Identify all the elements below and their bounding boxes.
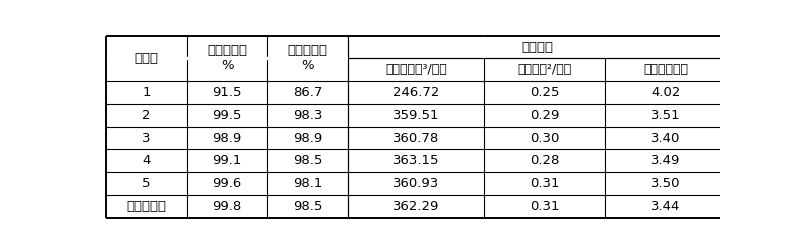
Text: 新鲜催化剂: 新鲜催化剂 xyxy=(126,200,166,213)
Text: 360.78: 360.78 xyxy=(393,131,439,145)
Text: 3: 3 xyxy=(142,131,150,145)
Text: 360.93: 360.93 xyxy=(393,177,439,190)
Text: 99.1: 99.1 xyxy=(213,154,242,167)
Text: 1: 1 xyxy=(142,86,150,99)
Text: 实施例: 实施例 xyxy=(134,52,158,65)
Text: 91.5: 91.5 xyxy=(212,86,242,99)
Text: 孔径（纳米）: 孔径（纳米） xyxy=(643,63,688,76)
Text: 0.31: 0.31 xyxy=(530,200,560,213)
Text: 99.6: 99.6 xyxy=(213,177,242,190)
Text: 363.15: 363.15 xyxy=(393,154,439,167)
Text: 98.1: 98.1 xyxy=(293,177,322,190)
Text: 3.44: 3.44 xyxy=(651,200,681,213)
Text: 0.31: 0.31 xyxy=(530,177,560,190)
Text: 98.5: 98.5 xyxy=(293,200,322,213)
Text: 0.25: 0.25 xyxy=(530,86,560,99)
Text: 0.28: 0.28 xyxy=(530,154,559,167)
Text: 5: 5 xyxy=(142,177,150,190)
Text: 乙醇转化率
%: 乙醇转化率 % xyxy=(207,44,247,72)
Text: 构织参数: 构织参数 xyxy=(521,41,553,54)
Text: 3.49: 3.49 xyxy=(651,154,681,167)
Text: 0.30: 0.30 xyxy=(530,131,559,145)
Text: 表面积（米³/克）: 表面积（米³/克） xyxy=(386,63,447,76)
Text: 362.29: 362.29 xyxy=(393,200,439,213)
Text: 2: 2 xyxy=(142,109,150,122)
Text: 99.5: 99.5 xyxy=(213,109,242,122)
Text: 孔容（米²/克）: 孔容（米²/克） xyxy=(518,63,572,76)
Text: 4.02: 4.02 xyxy=(651,86,681,99)
Text: 98.9: 98.9 xyxy=(293,131,322,145)
Text: 3.51: 3.51 xyxy=(651,109,681,122)
Text: 98.9: 98.9 xyxy=(213,131,242,145)
Text: 乙烯选择性
%: 乙烯选择性 % xyxy=(288,44,328,72)
Text: 359.51: 359.51 xyxy=(393,109,439,122)
Text: 98.5: 98.5 xyxy=(293,154,322,167)
Text: 246.72: 246.72 xyxy=(393,86,439,99)
Text: 0.29: 0.29 xyxy=(530,109,559,122)
Text: 98.3: 98.3 xyxy=(293,109,322,122)
Text: 3.40: 3.40 xyxy=(651,131,681,145)
Text: 4: 4 xyxy=(142,154,150,167)
Text: 86.7: 86.7 xyxy=(293,86,322,99)
Text: 99.8: 99.8 xyxy=(213,200,242,213)
Text: 3.50: 3.50 xyxy=(651,177,681,190)
